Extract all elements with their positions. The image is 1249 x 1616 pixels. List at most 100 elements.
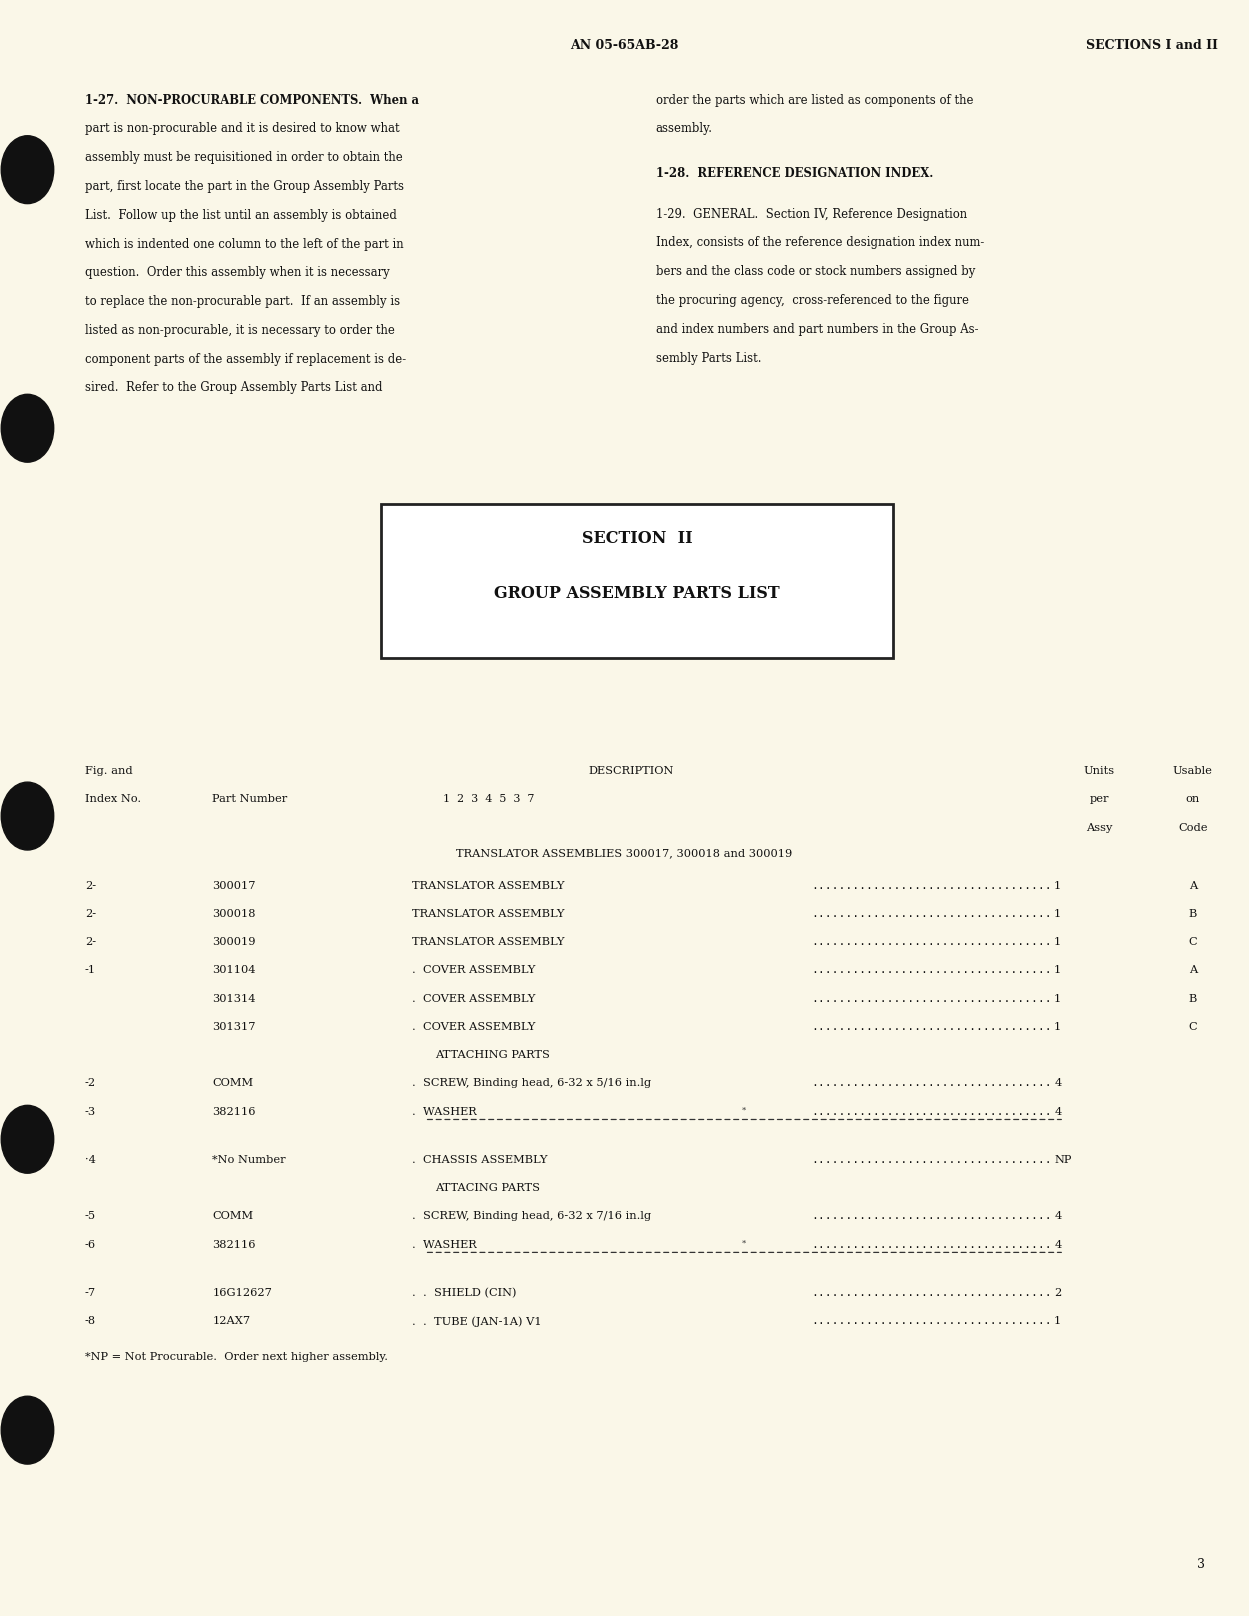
Text: ...................................: ................................... [811,1315,1052,1327]
Text: .  COVER ASSEMBLY: . COVER ASSEMBLY [412,965,536,976]
Text: 1: 1 [1054,881,1062,890]
Text: Assy: Assy [1085,823,1113,832]
Text: ...................................: ................................... [811,965,1052,976]
Text: List.  Follow up the list until an assembly is obtained: List. Follow up the list until an assemb… [85,208,397,221]
Text: on: on [1185,793,1200,805]
Text: 2-: 2- [85,881,96,890]
Text: .  COVER ASSEMBLY: . COVER ASSEMBLY [412,994,536,1004]
Text: -8: -8 [85,1315,96,1327]
Text: TRANSLATOR ASSEMBLY: TRANSLATOR ASSEMBLY [412,881,565,890]
Text: 2-: 2- [85,937,96,947]
Text: the procuring agency,  cross-referenced to the figure: the procuring agency, cross-referenced t… [656,294,969,307]
Text: AN 05-65AB-28: AN 05-65AB-28 [571,39,678,52]
Text: ATTACING PARTS: ATTACING PARTS [435,1183,540,1193]
Text: 1-29.  GENERAL.  Section IV, Reference Designation: 1-29. GENERAL. Section IV, Reference Des… [656,208,967,221]
Text: *: * [742,1107,747,1115]
Text: *NP = Not Procurable.  Order next higher assembly.: *NP = Not Procurable. Order next higher … [85,1353,388,1362]
Text: assembly.: assembly. [656,123,713,136]
Text: B: B [1189,908,1197,920]
Text: -2: -2 [85,1078,96,1089]
Text: 12AX7: 12AX7 [212,1315,251,1327]
Text: ...................................: ................................... [811,1155,1052,1165]
Text: 2: 2 [1054,1288,1062,1298]
Text: part is non-procurable and it is desired to know what: part is non-procurable and it is desired… [85,123,400,136]
Text: ...................................: ................................... [811,1239,1052,1249]
Text: -7: -7 [85,1288,96,1298]
Text: question.  Order this assembly when it is necessary: question. Order this assembly when it is… [85,267,390,280]
Text: 1: 1 [1054,908,1062,920]
Text: Code: Code [1178,823,1208,832]
Text: 1  2  3  4  5  3  7: 1 2 3 4 5 3 7 [443,793,535,805]
Text: bers and the class code or stock numbers assigned by: bers and the class code or stock numbers… [656,265,975,278]
Text: ·4: ·4 [85,1155,96,1165]
Text: 301104: 301104 [212,965,256,976]
Text: 1: 1 [1054,1315,1062,1327]
Circle shape [1,1105,54,1173]
Text: assembly must be requisitioned in order to obtain the: assembly must be requisitioned in order … [85,152,402,165]
Text: 300019: 300019 [212,937,256,947]
Text: to replace the non-procurable part.  If an assembly is: to replace the non-procurable part. If a… [85,296,400,309]
Circle shape [1,136,54,204]
Text: 4: 4 [1054,1239,1062,1249]
Text: 3: 3 [1198,1558,1205,1571]
Text: listed as non-procurable, it is necessary to order the: listed as non-procurable, it is necessar… [85,323,395,336]
Text: GROUP ASSEMBLY PARTS LIST: GROUP ASSEMBLY PARTS LIST [495,585,779,603]
Text: *No Number: *No Number [212,1155,286,1165]
Text: DESCRIPTION: DESCRIPTION [588,766,673,776]
Text: .  WASHER: . WASHER [412,1239,477,1249]
Text: 4: 4 [1054,1107,1062,1117]
Text: C: C [1189,937,1197,947]
Text: TRANSLATOR ASSEMBLY: TRANSLATOR ASSEMBLY [412,908,565,920]
Text: 1: 1 [1054,1021,1062,1033]
Text: component parts of the assembly if replacement is de-: component parts of the assembly if repla… [85,352,406,365]
Text: .  .  TUBE (JAN-1A) V1: . . TUBE (JAN-1A) V1 [412,1315,542,1327]
Text: .  CHASSIS ASSEMBLY: . CHASSIS ASSEMBLY [412,1155,547,1165]
Text: Usable: Usable [1173,766,1213,776]
Text: A: A [1189,965,1197,976]
Text: 1: 1 [1054,965,1062,976]
Text: ...................................: ................................... [811,908,1052,920]
Text: 300018: 300018 [212,908,256,920]
Text: -6: -6 [85,1239,96,1249]
Text: Fig. and: Fig. and [85,766,132,776]
Text: 382116: 382116 [212,1107,256,1117]
Text: .  COVER ASSEMBLY: . COVER ASSEMBLY [412,1021,536,1033]
Text: Units: Units [1084,766,1114,776]
Text: and index numbers and part numbers in the Group As-: and index numbers and part numbers in th… [656,323,978,336]
Text: .  SCREW, Binding head, 6-32 x 5/16 in.lg: . SCREW, Binding head, 6-32 x 5/16 in.lg [412,1078,651,1089]
Text: 1: 1 [1054,937,1062,947]
Text: sembly Parts List.: sembly Parts List. [656,352,761,365]
Circle shape [1,1396,54,1464]
Text: ...................................: ................................... [811,1107,1052,1117]
Text: .  WASHER: . WASHER [412,1107,477,1117]
Text: ...................................: ................................... [811,1288,1052,1298]
Text: NP: NP [1054,1155,1072,1165]
Text: Part Number: Part Number [212,793,287,805]
Text: 4: 4 [1054,1078,1062,1089]
Text: ...................................: ................................... [811,1078,1052,1089]
Circle shape [1,394,54,462]
Text: TRANSLATOR ASSEMBLY: TRANSLATOR ASSEMBLY [412,937,565,947]
Text: *: * [742,1239,747,1248]
Text: SECTIONS I and II: SECTIONS I and II [1085,39,1218,52]
Text: .  .  SHIELD (CIN): . . SHIELD (CIN) [412,1288,517,1298]
Text: COMM: COMM [212,1078,254,1089]
Text: 16G12627: 16G12627 [212,1288,272,1298]
Text: ATTACHING PARTS: ATTACHING PARTS [435,1050,550,1060]
Text: -3: -3 [85,1107,96,1117]
Text: part, first locate the part in the Group Assembly Parts: part, first locate the part in the Group… [85,179,403,192]
Text: Index, consists of the reference designation index num-: Index, consists of the reference designa… [656,236,984,249]
Text: .  SCREW, Binding head, 6-32 x 7/16 in.lg: . SCREW, Binding head, 6-32 x 7/16 in.lg [412,1212,651,1222]
Text: 4: 4 [1054,1212,1062,1222]
Text: ...................................: ................................... [811,1212,1052,1222]
FancyBboxPatch shape [381,504,893,658]
Text: -5: -5 [85,1212,96,1222]
Text: ...................................: ................................... [811,937,1052,947]
Text: B: B [1189,994,1197,1004]
Text: ...................................: ................................... [811,994,1052,1004]
Text: SECTION  II: SECTION II [582,530,692,548]
Text: 2-: 2- [85,908,96,920]
Text: COMM: COMM [212,1212,254,1222]
Text: C: C [1189,1021,1197,1033]
Text: 300017: 300017 [212,881,256,890]
